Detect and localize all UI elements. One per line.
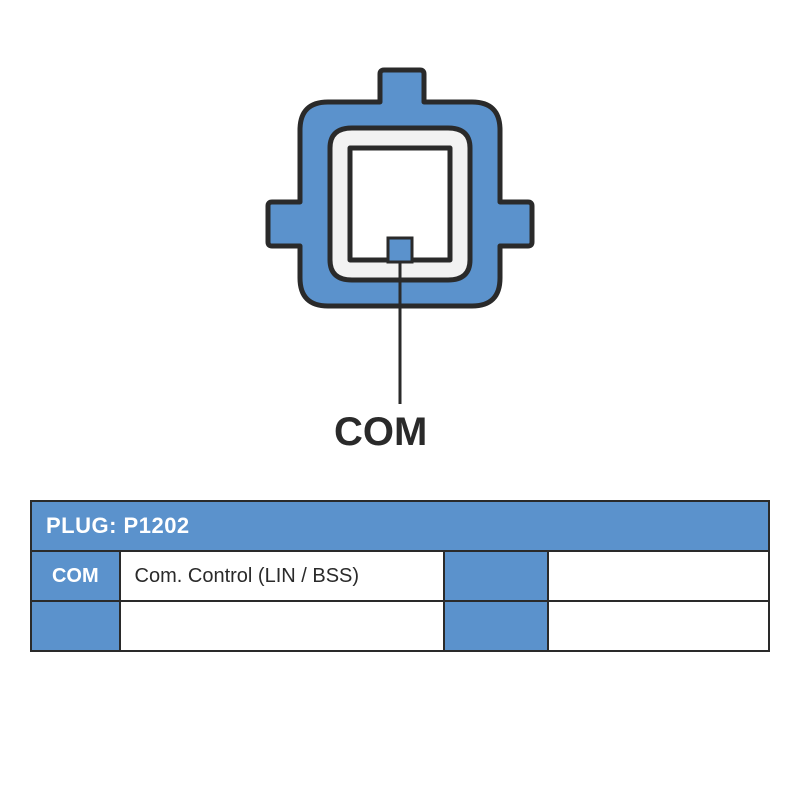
table-row <box>31 601 769 651</box>
desc-cell: Com. Control (LIN / BSS) <box>120 551 445 601</box>
table-cell <box>548 551 769 601</box>
desc-cell <box>120 601 445 651</box>
table-cell <box>444 601 547 651</box>
pin-cell: COM <box>31 551 120 601</box>
table-header-row: PLUG: P1202 <box>31 501 769 551</box>
table-header: PLUG: P1202 <box>31 501 769 551</box>
plug-table: PLUG: P1202 COMCom. Control (LIN / BSS) <box>30 500 770 652</box>
page-canvas: COM PLUG: P1202 COMCom. Control (LIN / B… <box>0 0 800 800</box>
table-row: COMCom. Control (LIN / BSS) <box>31 551 769 601</box>
pin-label-com: COM <box>334 410 427 455</box>
plug-table-wrap: PLUG: P1202 COMCom. Control (LIN / BSS) <box>30 500 770 652</box>
pin-cell <box>31 601 120 651</box>
table-cell <box>548 601 769 651</box>
table-cell <box>444 551 547 601</box>
